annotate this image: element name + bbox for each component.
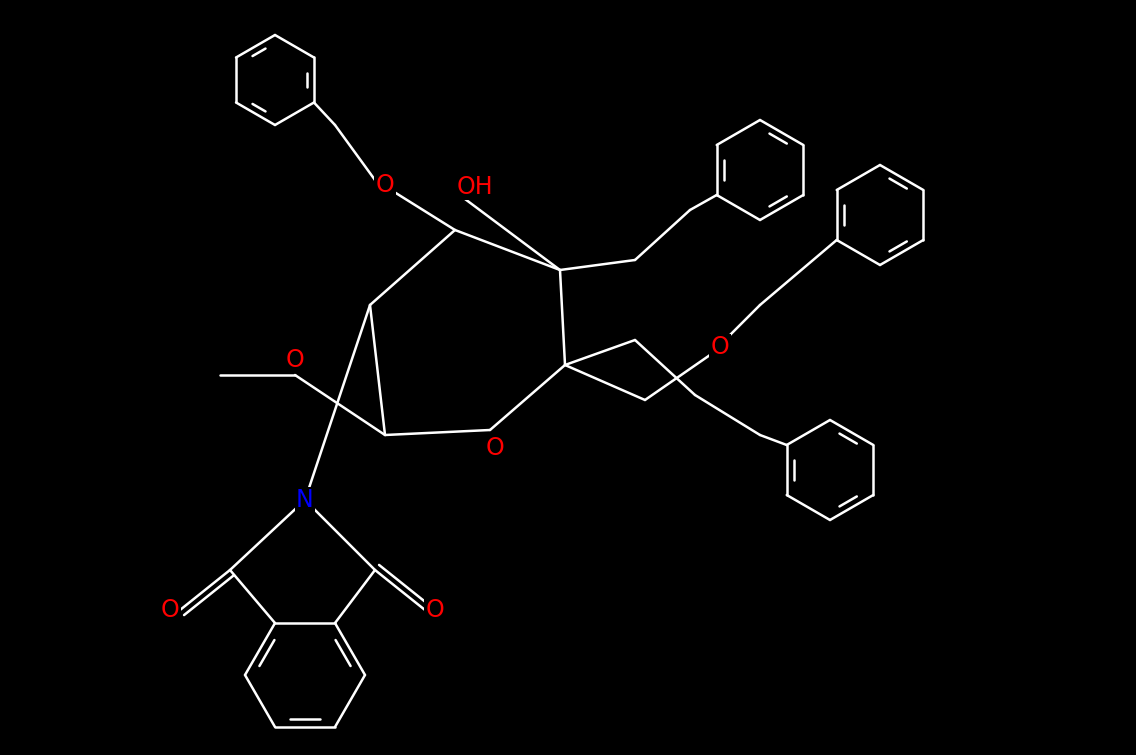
Text: O: O [426, 598, 444, 622]
Text: O: O [376, 173, 394, 197]
Text: O: O [160, 598, 179, 622]
Text: OH: OH [457, 175, 493, 199]
Text: O: O [711, 335, 729, 359]
Text: O: O [485, 436, 504, 460]
Text: O: O [285, 348, 304, 372]
Text: N: N [296, 488, 314, 512]
